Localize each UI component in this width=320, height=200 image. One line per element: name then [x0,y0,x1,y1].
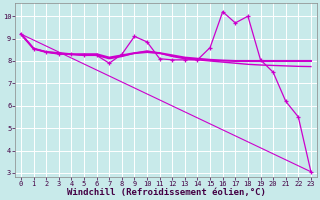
X-axis label: Windchill (Refroidissement éolien,°C): Windchill (Refroidissement éolien,°C) [67,188,265,197]
